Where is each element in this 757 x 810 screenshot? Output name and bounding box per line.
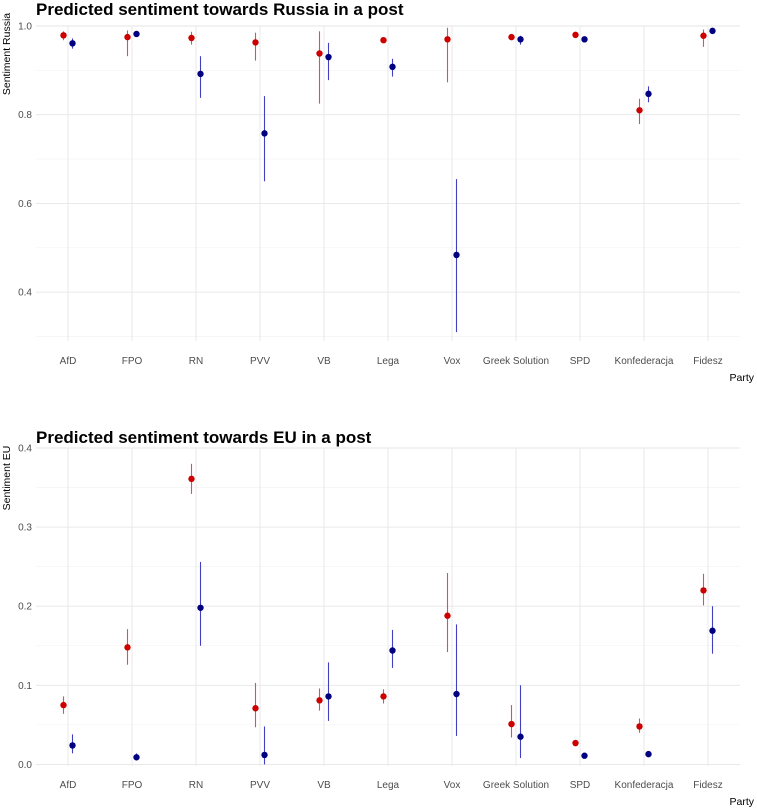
chart-russia: Predicted sentiment towards Russia in a … [1, 0, 755, 384]
data-point [572, 31, 579, 39]
chart-title: Predicted sentiment towards Russia in a … [36, 0, 404, 19]
y-axis-title: Sentiment Russia [1, 13, 13, 95]
data-point [444, 612, 451, 619]
y-tick-label: 0.4 [18, 288, 32, 299]
data-point [380, 693, 387, 700]
data-point [188, 475, 195, 483]
chart-eu: Predicted sentiment towards EU in a post… [1, 428, 755, 808]
data-point [517, 36, 524, 43]
data-point [636, 107, 643, 114]
x-tick-label: PVV [250, 780, 270, 791]
data-point [325, 53, 332, 61]
data-point [69, 742, 76, 749]
y-tick-label: 0.8 [18, 110, 32, 121]
data-point [636, 723, 643, 730]
data-point [69, 40, 76, 47]
data-point [188, 34, 195, 42]
data-point [572, 739, 579, 747]
plot-panel: 0.0 0.1 0.2 0.3 0.4 AfD FPO RN PVV VB Lega Vox Greek… [18, 444, 740, 791]
data-point [444, 36, 451, 43]
x-tick-label: PVV [250, 356, 270, 367]
data-point [60, 701, 67, 709]
data-point [261, 751, 268, 759]
x-tick-label: Greek Solution [483, 780, 549, 791]
data-point [124, 33, 131, 41]
y-tick-label: 0.0 [18, 760, 32, 771]
plot-panel: 0.4 0.6 0.8 1.0 AfD FPO RN PVV VB Lega Vox Greek So… [18, 22, 740, 367]
data-point [709, 627, 716, 634]
x-tick-label: Konfederacja [615, 780, 674, 791]
data-point [252, 39, 259, 46]
x-tick-label: FPO [122, 356, 143, 367]
x-axis-title: Party [729, 372, 754, 384]
x-tick-label: RN [189, 780, 203, 791]
y-axis-title: Sentiment EU [1, 446, 13, 511]
data-point [316, 50, 323, 57]
x-tick-label: SPD [570, 780, 591, 791]
data-point [325, 693, 332, 700]
x-tick-label: Vox [444, 356, 461, 367]
x-tick-label: Vox [444, 780, 461, 791]
y-tick-label: 0.4 [18, 444, 32, 455]
data-point [252, 705, 259, 712]
data-point [316, 697, 323, 704]
x-tick-label: VB [317, 780, 331, 791]
x-tick-label: AfD [60, 356, 77, 367]
data-point [197, 604, 204, 611]
data-point [261, 130, 268, 137]
x-tick-label: Konfederacja [615, 356, 674, 367]
data-point [645, 750, 652, 758]
data-point [197, 70, 204, 78]
x-tick-label: AfD [60, 780, 77, 791]
x-tick-label: RN [189, 356, 203, 367]
x-tick-label: Greek Solution [483, 356, 549, 367]
data-point [581, 752, 588, 759]
data-point [453, 690, 460, 698]
x-axis-title: Party [729, 796, 754, 808]
data-point [453, 251, 460, 259]
data-point [124, 644, 131, 651]
y-tick-label: 0.6 [18, 199, 32, 210]
data-point [133, 754, 140, 761]
data-point [581, 36, 588, 43]
data-point [389, 647, 396, 654]
y-tick-label: 0.3 [18, 523, 32, 534]
data-point [133, 30, 140, 38]
y-tick-label: 1.0 [18, 22, 32, 33]
x-tick-label: VB [317, 356, 331, 367]
data-point [700, 587, 707, 594]
data-point [508, 33, 515, 41]
data-point [700, 32, 707, 39]
data-point [517, 733, 524, 740]
x-tick-label: Fidesz [693, 780, 722, 791]
data-point [389, 63, 396, 71]
data-point [645, 90, 652, 98]
x-tick-label: Lega [377, 356, 400, 367]
x-tick-label: Lega [377, 780, 400, 791]
data-point [380, 36, 387, 44]
y-tick-label: 0.2 [18, 602, 32, 613]
x-tick-label: FPO [122, 780, 143, 791]
x-tick-label: Fidesz [693, 356, 722, 367]
data-point [60, 32, 67, 39]
x-tick-label: SPD [570, 356, 591, 367]
y-tick-label: 0.1 [18, 681, 32, 692]
data-point [709, 27, 716, 35]
data-point [508, 720, 515, 728]
chart-title: Predicted sentiment towards EU in a post [36, 428, 372, 447]
